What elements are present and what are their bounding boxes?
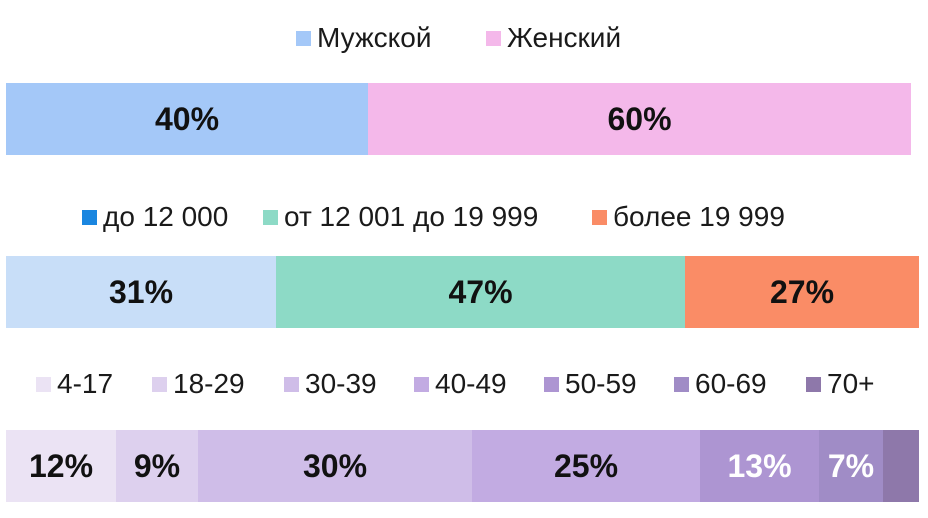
legend-item: 30-39: [284, 364, 377, 404]
bar-segment: 12%: [6, 430, 116, 502]
gender-bar: 40% 60%: [6, 83, 911, 155]
legend-label: 60-69: [695, 368, 767, 399]
data-label: 7%: [827, 447, 875, 484]
legend-item: 4-17: [36, 364, 113, 404]
legend-item: 60-69: [674, 364, 767, 404]
bar-segment: 27%: [685, 256, 919, 328]
data-label: 25%: [553, 447, 619, 484]
legend-swatch: [152, 376, 167, 392]
legend-item: от 12 001 до 19 999: [263, 197, 538, 237]
legend-swatch: [674, 376, 689, 392]
legend-swatch: [486, 30, 501, 46]
legend-label: Женский: [507, 22, 622, 53]
data-label: 9%: [133, 447, 181, 484]
legend-label: Мужской: [317, 22, 432, 53]
data-label: 47%: [448, 273, 513, 310]
legend-item: Мужской: [296, 18, 431, 58]
legend-label: более 19 999: [613, 201, 785, 232]
legend-item: более 19 999: [592, 197, 785, 237]
legend-swatch: [284, 376, 299, 392]
legend-label: 70+: [827, 368, 875, 399]
legend-swatch: [414, 376, 429, 392]
legend-swatch: [544, 376, 559, 392]
data-label: 13%: [727, 447, 792, 484]
bar-segment: 40%: [6, 83, 368, 155]
legend-swatch: [82, 209, 97, 225]
age-legend: 4-17 18-29 30-39 40-49 50-59 60-69 70+: [0, 364, 928, 404]
bar-segment: 13%: [700, 430, 819, 502]
bar-segment: 25%: [472, 430, 700, 502]
gender-legend: Мужской Женский: [0, 18, 928, 58]
income-bar: 31% 47% 27%: [6, 256, 919, 328]
data-label: 27%: [769, 273, 835, 310]
legend-swatch: [592, 209, 607, 225]
bar-segment: 30%: [198, 430, 472, 502]
legend-item: Женский: [486, 18, 621, 58]
bar-segment: [883, 430, 919, 502]
legend-label: 4-17: [57, 368, 114, 399]
age-bar: 12% 9% 30% 25% 13% 7%: [6, 430, 919, 502]
legend-label: до 12 000: [103, 201, 229, 232]
legend-item: 40-49: [414, 364, 507, 404]
bar-segment: 31%: [6, 256, 276, 328]
income-legend: до 12 000 от 12 001 до 19 999 более 19 9…: [0, 197, 928, 237]
legend-item: до 12 000: [82, 197, 228, 237]
bar-segment: 7%: [819, 430, 883, 502]
data-label: 40%: [154, 100, 220, 137]
bar-segment: 60%: [368, 83, 911, 155]
legend-item: 18-29: [152, 364, 245, 404]
legend-label: от 12 001 до 19 999: [284, 201, 539, 232]
data-label: 30%: [302, 447, 368, 484]
bar-segment: 9%: [116, 430, 198, 502]
legend-swatch: [806, 376, 821, 392]
legend-swatch: [296, 30, 311, 46]
data-label: 60%: [607, 100, 672, 137]
legend-swatch: [36, 376, 51, 392]
legend-item: 70+: [806, 364, 875, 404]
legend-label: 50-59: [565, 368, 637, 399]
legend-swatch: [263, 209, 278, 225]
data-label: 31%: [108, 273, 174, 310]
legend-label: 18-29: [173, 368, 245, 399]
legend-item: 50-59: [544, 364, 637, 404]
data-label: 12%: [28, 447, 94, 484]
legend-label: 40-49: [435, 368, 507, 399]
bar-segment: 47%: [276, 256, 685, 328]
legend-label: 30-39: [305, 368, 377, 399]
